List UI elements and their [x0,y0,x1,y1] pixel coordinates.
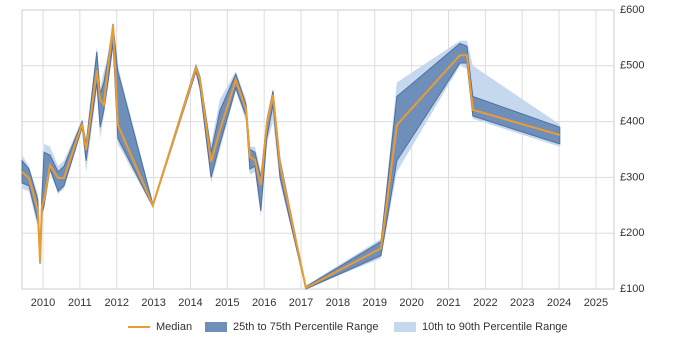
y-tick-label: £400 [620,116,644,128]
x-tick-label: 2019 [363,297,387,309]
x-tick-label: 2022 [473,297,497,309]
legend-label: 10th to 90th Percentile Range [422,321,568,333]
x-tick-label: 2014 [178,297,202,309]
x-tick-label: 2010 [31,297,55,309]
y-tick-label: £200 [620,227,644,239]
x-tick-label: 2016 [252,297,276,309]
x-tick-label: 2024 [547,297,571,309]
legend-label: 25th to 75th Percentile Range [233,321,379,333]
x-tick-label: 2018 [326,297,350,309]
y-tick-label: £300 [620,171,644,183]
y-tick-label: £500 [620,60,644,72]
x-tick-label: 2025 [584,297,608,309]
x-tick-label: 2023 [510,297,534,309]
x-tick-label: 2012 [104,297,128,309]
legend-label: Median [156,321,192,333]
y-tick-label: £100 [620,283,644,295]
median-line [21,24,561,290]
x-tick-label: 2020 [399,297,423,309]
legend-swatch [394,322,416,332]
percentile-band [21,23,561,290]
x-tick-label: 2011 [68,297,92,309]
legend-swatch [205,322,227,332]
plot-border [21,9,615,290]
x-tick-label: 2021 [436,297,460,309]
plot-area [22,10,614,289]
y-tick-label: £600 [620,4,644,16]
x-tick-label: 2017 [289,297,313,309]
x-tick-label: 2013 [141,297,165,309]
x-tick-label: 2015 [215,297,239,309]
